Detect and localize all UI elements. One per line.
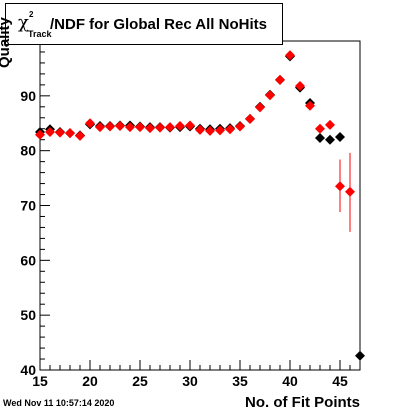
plot-frame xyxy=(39,40,361,371)
data-point-red xyxy=(305,100,315,111)
data-point-red xyxy=(95,122,105,133)
data-point-red xyxy=(255,102,265,113)
data-point-red xyxy=(185,120,195,131)
x-axis-label: No. of Fit Points xyxy=(245,394,360,411)
data-point-red xyxy=(55,127,65,138)
y-tick-label: 50 xyxy=(20,307,36,323)
data-point-red xyxy=(215,125,225,136)
data-point-red xyxy=(335,181,345,192)
data-point-red xyxy=(125,122,135,133)
data-point-red xyxy=(65,128,75,139)
tick-marks xyxy=(39,40,361,371)
data-point-red xyxy=(295,80,305,91)
data-point-red xyxy=(225,124,235,135)
data-point-red xyxy=(235,121,245,132)
y-tick-label: 40 xyxy=(20,362,36,378)
y-tick-label: 70 xyxy=(20,198,36,214)
x-tick-label: 40 xyxy=(282,373,298,389)
data-point-black xyxy=(335,131,345,142)
data-point-red xyxy=(195,124,205,135)
y-tick-label: 90 xyxy=(20,88,36,104)
title-chi: χ xyxy=(18,12,29,33)
x-tick-label: 15 xyxy=(32,373,48,389)
data-point-red xyxy=(265,90,275,101)
data-point-red xyxy=(85,118,95,129)
y-tick-label: 60 xyxy=(20,252,36,268)
data-point-red xyxy=(175,120,185,131)
data-point-red xyxy=(145,123,155,134)
data-point-red xyxy=(135,122,145,133)
data-point-red xyxy=(345,186,355,197)
tick-labels: 15 20 25 30 35 40 45 40 50 60 70 80 90 xyxy=(20,88,348,389)
axes xyxy=(39,40,361,371)
data-point-red xyxy=(45,127,55,138)
data-point-red xyxy=(105,121,115,132)
data-point-red xyxy=(285,50,295,61)
x-tick-label: 30 xyxy=(182,373,198,389)
data-point-red xyxy=(325,119,335,130)
title-subscript: Track xyxy=(28,29,52,39)
title-box: χ 2 Track /NDF for Global Rec All NoHits xyxy=(5,3,283,45)
data-points xyxy=(35,50,365,361)
data-point-red xyxy=(205,125,215,136)
data-point-red xyxy=(75,130,85,141)
data-point-red xyxy=(245,113,255,124)
y-tick-label: 80 xyxy=(20,143,36,159)
footer-date: Wed Nov 11 10:57:14 2020 xyxy=(3,398,115,408)
title-superscript: 2 xyxy=(29,10,34,19)
data-point-red xyxy=(275,74,285,85)
x-tick-label: 45 xyxy=(332,373,348,389)
data-point-red xyxy=(35,129,45,140)
data-point-red xyxy=(165,122,175,133)
data-point-red xyxy=(155,122,165,133)
x-tick-label: 35 xyxy=(232,373,248,389)
data-point-red xyxy=(115,120,125,131)
x-tick-label: 20 xyxy=(82,373,98,389)
data-point-black xyxy=(315,133,325,144)
data-point-red xyxy=(315,123,325,134)
x-tick-label: 25 xyxy=(132,373,148,389)
y-axis-label: Quality xyxy=(0,17,13,68)
data-point-black xyxy=(355,350,365,361)
title-text: /NDF for Global Rec All NoHits xyxy=(50,16,267,33)
data-point-black xyxy=(325,134,335,145)
